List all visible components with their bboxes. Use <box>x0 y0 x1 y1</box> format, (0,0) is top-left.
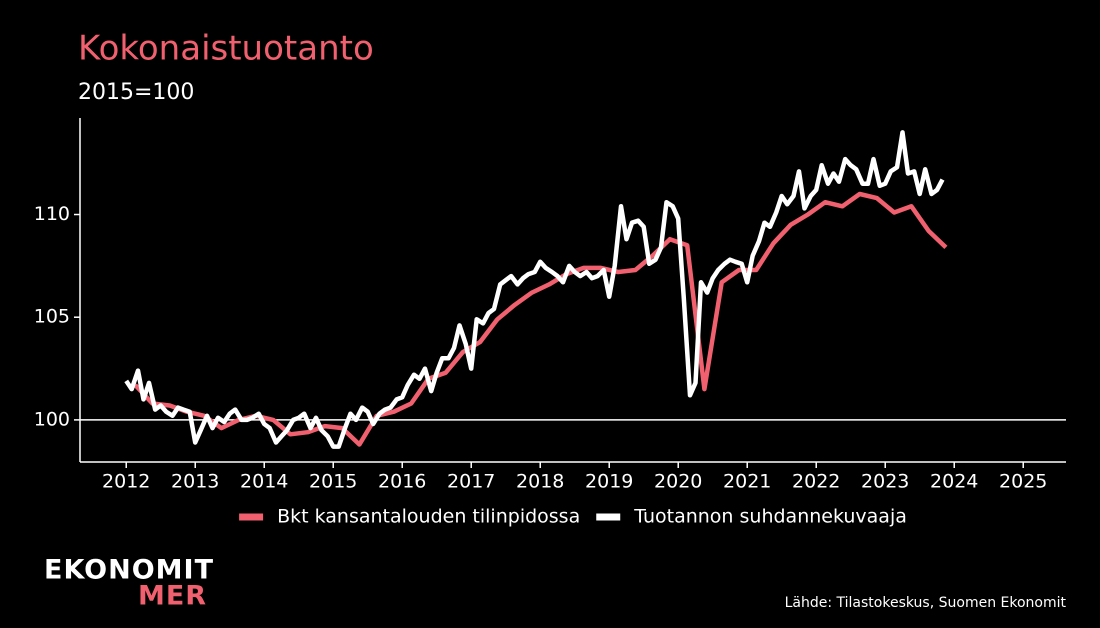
x-tick-label: 2021 <box>723 471 771 493</box>
x-tick-label: 2025 <box>999 471 1047 493</box>
logo-top: EKONOMIT <box>44 555 214 586</box>
x-tick-label: 2020 <box>654 471 702 493</box>
x-tick-label: 2014 <box>240 471 288 493</box>
x-tick-label: 2012 <box>102 471 150 493</box>
x-tick-label: 2024 <box>930 471 978 493</box>
series-line <box>124 130 945 449</box>
x-tick-label: 2013 <box>171 471 219 493</box>
x-tick-label: 2019 <box>585 471 633 493</box>
legend-label: Bkt kansantalouden tilinpidossa <box>277 506 580 528</box>
x-tick-label: 2016 <box>378 471 426 493</box>
x-tick-label: 2017 <box>447 471 495 493</box>
legend-label: Tuotannon suhdannekuvaaja <box>633 506 907 528</box>
x-tick-label: 2022 <box>792 471 840 493</box>
y-tick-label: 105 <box>34 306 70 328</box>
chart-subtitle: 2015=100 <box>78 80 194 105</box>
y-tick-label: 100 <box>34 408 70 430</box>
logo-bottom: MER <box>138 581 207 612</box>
series-line <box>133 191 948 447</box>
x-tick-label: 2023 <box>861 471 909 493</box>
x-tick-label: 2015 <box>309 471 357 493</box>
source: Lähde: Tilastokeskus, Suomen Ekonomit <box>785 595 1067 611</box>
y-tick-label: 110 <box>34 203 70 225</box>
chart-title: Kokonaistuotanto <box>78 29 374 69</box>
x-tick-label: 2018 <box>516 471 564 493</box>
